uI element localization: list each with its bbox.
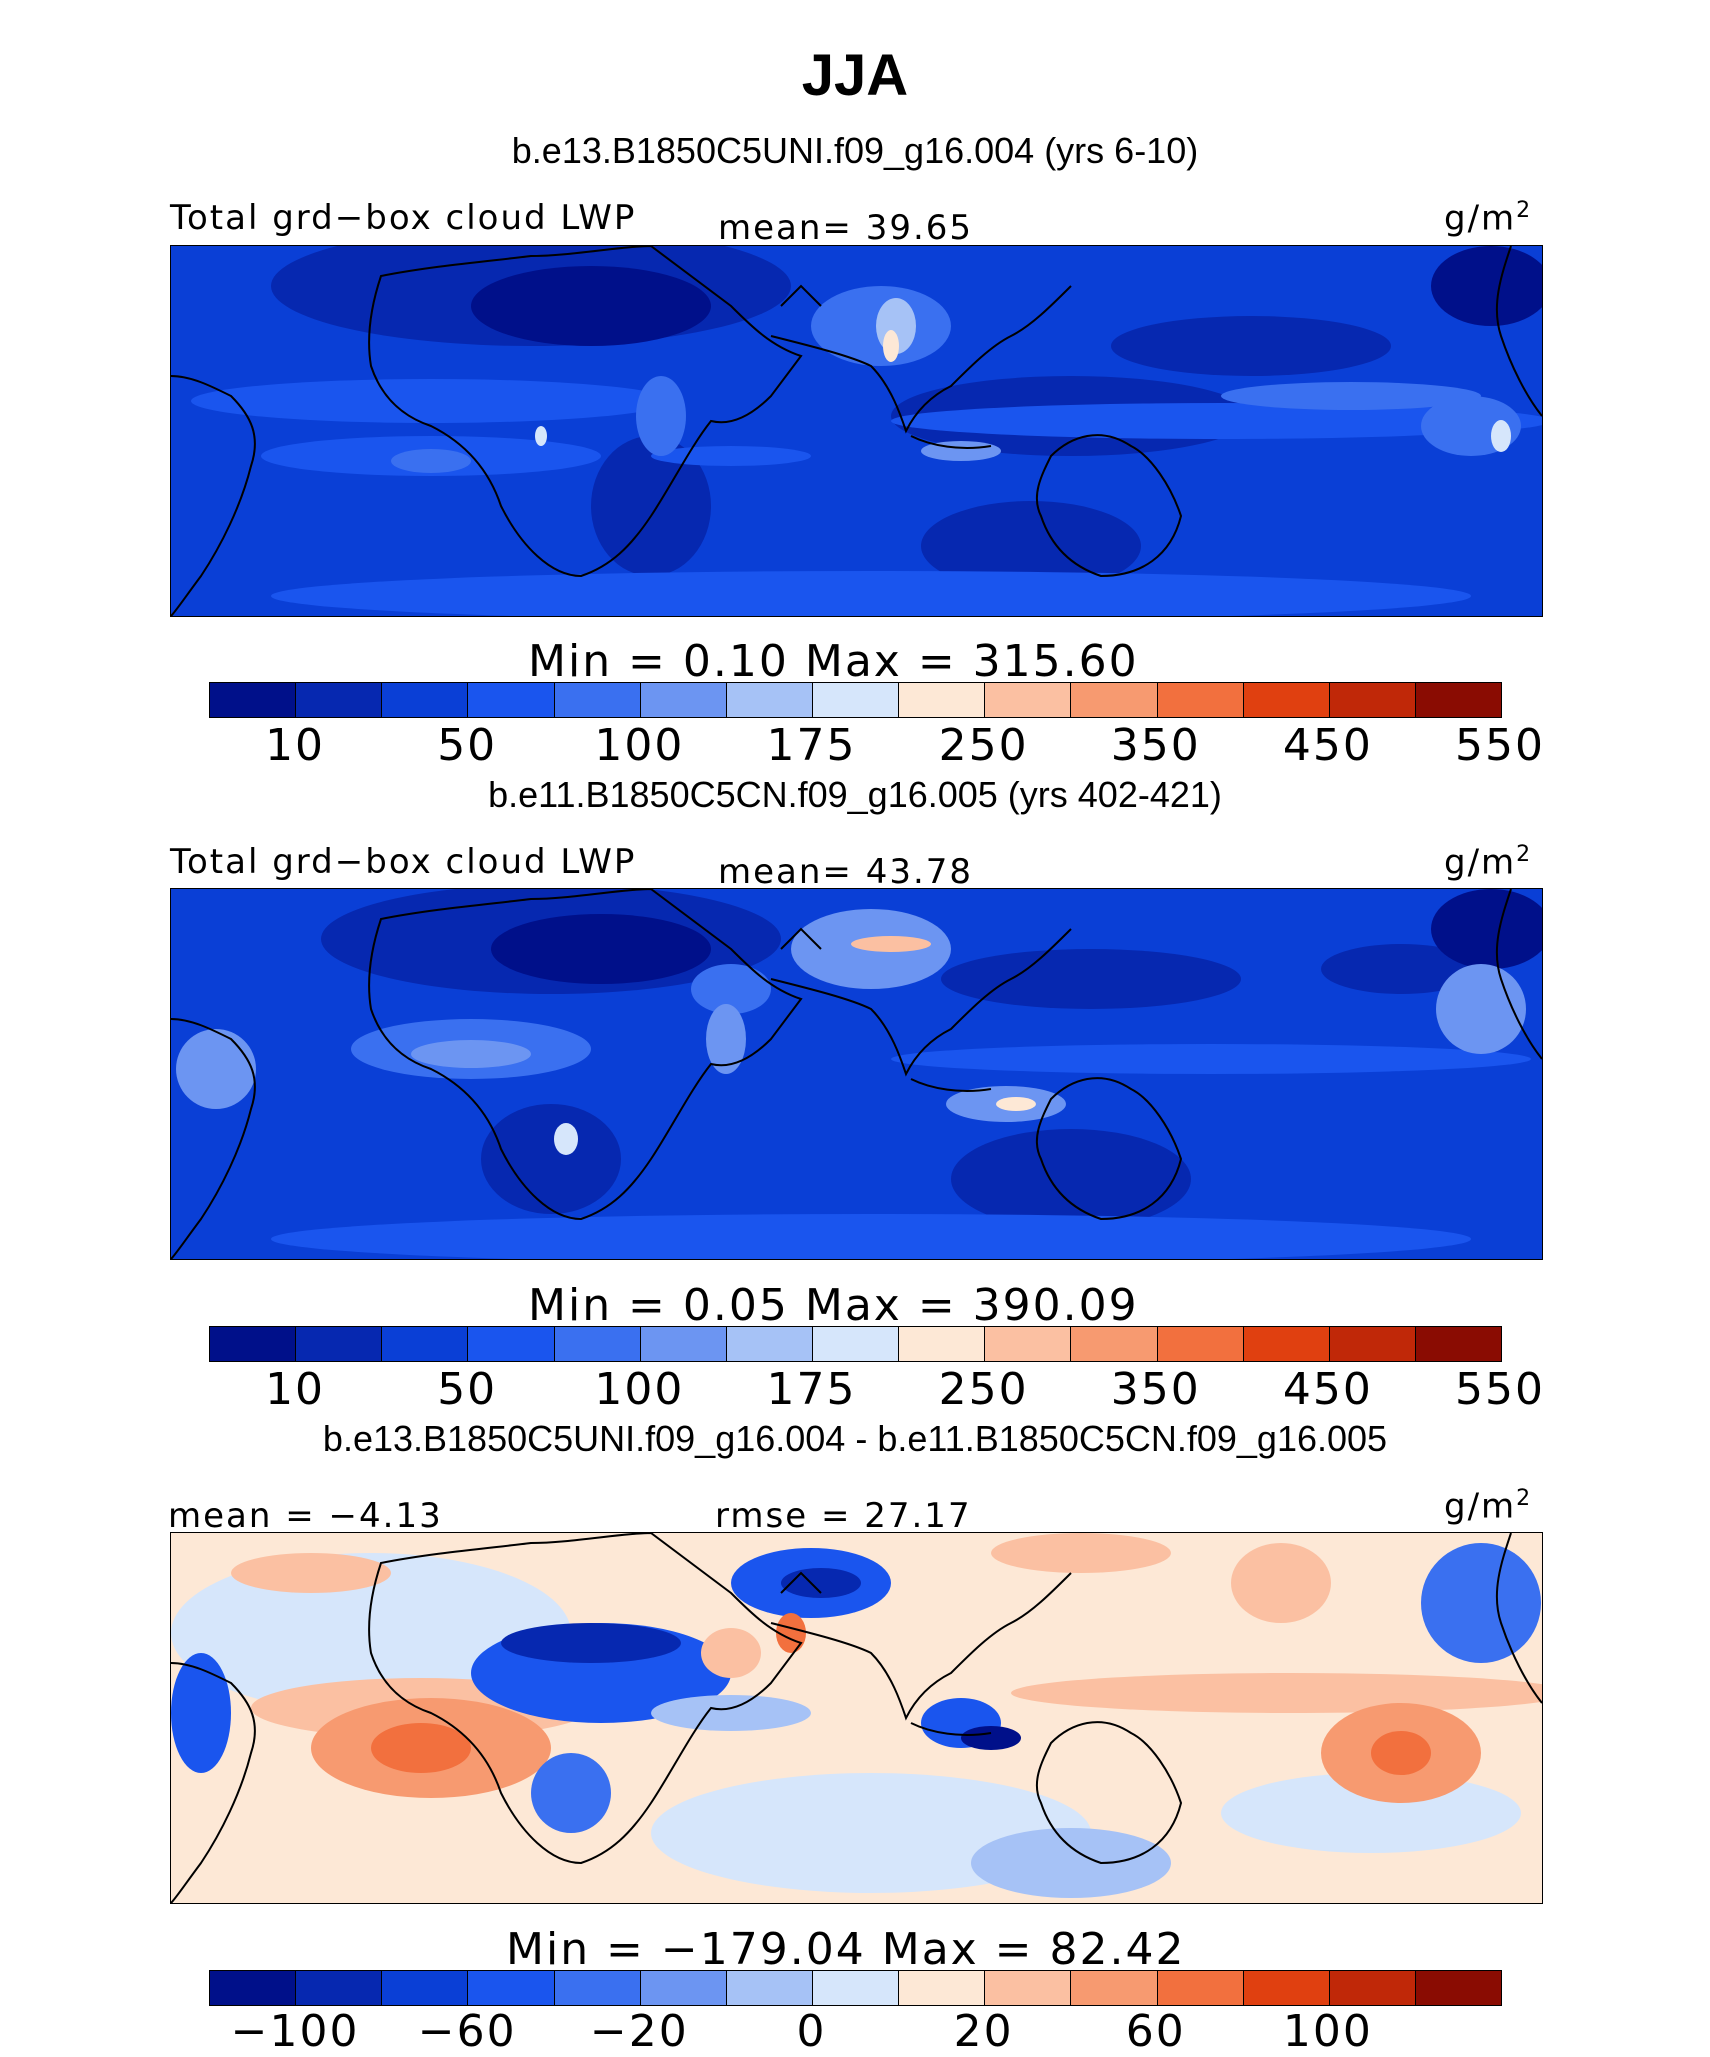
colorbar-tick-label: 10 [265, 720, 326, 771]
colorbar-swatch [985, 1327, 1072, 1361]
panel-3-minmax: Min = −179.04 Max = 82.42 [506, 1924, 1186, 1975]
colorbar-swatch [899, 1327, 986, 1361]
colorbar-tick-label: 100 [594, 1364, 685, 1415]
panel-1-header: b.e13.B1850C5UNI.f09_g16.004 (yrs 6-10) [511, 130, 1199, 171]
colorbar-tick-label: 550 [1455, 720, 1545, 771]
panel-2-colorbar-ticks: 10 50 100 175 250 350 450 550 [0, 1364, 1710, 1424]
colorbar-swatch [554, 1327, 641, 1361]
colorbar-tick-label: 0 [796, 2006, 827, 2057]
colorbar-swatch [210, 1971, 297, 2005]
colorbar-tick-label: 10 [265, 1364, 326, 1415]
colorbar-swatch [1329, 683, 1416, 717]
colorbar-swatch [640, 683, 727, 717]
colorbar-swatch [382, 683, 469, 717]
colorbar-swatch [468, 1971, 555, 2005]
colorbar-tick-label: 20 [953, 2006, 1014, 2057]
colorbar-tick-label: 550 [1455, 1364, 1545, 1415]
colorbar-tick-label: 350 [1110, 1364, 1201, 1415]
panel-2-map-svg [171, 889, 1542, 1259]
colorbar-swatch [1157, 683, 1244, 717]
panel-3-map-svg [171, 1533, 1542, 1903]
colorbar-swatch [812, 1327, 900, 1361]
colorbar-swatch [1243, 1971, 1330, 2005]
colorbar-swatch [1329, 1327, 1416, 1361]
colorbar-swatch [468, 1327, 555, 1361]
colorbar-swatch [1157, 1327, 1244, 1361]
figure-title: JJA [801, 43, 909, 108]
panel-1-map [170, 245, 1543, 617]
colorbar-swatch [640, 1327, 727, 1361]
colorbar-swatch [1415, 1971, 1502, 2005]
colorbar-swatch [640, 1971, 727, 2005]
panel-3-colorbar-ticks: −100 −60 −20 0 20 60 100 [0, 2006, 1710, 2057]
panel-3-map [170, 1532, 1543, 1904]
panel-1-map-svg [171, 246, 1542, 616]
colorbar-swatch [382, 1327, 469, 1361]
colorbar-swatch [726, 683, 813, 717]
panel-2-colorbar [209, 1326, 1502, 1362]
colorbar-tick-label: 100 [594, 720, 685, 771]
colorbar-swatch [210, 683, 297, 717]
colorbar-swatch [1071, 683, 1158, 717]
colorbar-tick-label: 250 [938, 720, 1029, 771]
colorbar-swatch [985, 683, 1072, 717]
colorbar-tick-label: 450 [1282, 1364, 1373, 1415]
colorbar-tick-label: 450 [1282, 720, 1373, 771]
colorbar-tick-label: −100 [230, 2006, 360, 2057]
panel-1-colorbar-ticks: 10 50 100 175 250 350 450 550 [0, 720, 1710, 780]
panel-3-header: b.e13.B1850C5UNI.f09_g16.004 - b.e11.B18… [322, 1418, 1388, 1459]
colorbar-swatch [1243, 683, 1330, 717]
panel-2-minmax: Min = 0.05 Max = 390.09 [528, 1280, 1139, 1331]
colorbar-swatch [1157, 1971, 1244, 2005]
colorbar-swatch [1071, 1327, 1158, 1361]
colorbar-swatch [1329, 1971, 1416, 2005]
panel-1-minmax: Min = 0.10 Max = 315.60 [528, 636, 1139, 687]
colorbar-swatch [899, 683, 986, 717]
panel-1-units: g/m2 [1444, 198, 1533, 239]
colorbar-swatch [296, 1971, 383, 2005]
colorbar-swatch [985, 1971, 1072, 2005]
panel-3-mean-label: mean = −4.13 [168, 1496, 443, 1536]
colorbar-swatch [726, 1327, 813, 1361]
panel-1-variable-label: Total grd−box cloud LWP [170, 198, 637, 238]
colorbar-tick-label: −60 [417, 2006, 517, 2057]
panel-2-map [170, 888, 1543, 1260]
colorbar-tick-label: −20 [589, 2006, 689, 2057]
panel-3-rmse-label: rmse = 27.17 [715, 1496, 972, 1536]
panel-2-mean-label: mean= 43.78 [718, 852, 974, 892]
colorbar-swatch [554, 1971, 641, 2005]
colorbar-swatch [1243, 1327, 1330, 1361]
colorbar-tick-label: 50 [437, 1364, 498, 1415]
colorbar-swatch [210, 1327, 297, 1361]
colorbar-tick-label: 175 [766, 1364, 857, 1415]
colorbar-tick-label: 50 [437, 720, 498, 771]
panel-1-colorbar [209, 682, 1502, 718]
colorbar-swatch [1415, 683, 1502, 717]
colorbar-swatch [1071, 1971, 1158, 2005]
panel-3-units: g/m2 [1444, 1486, 1533, 1527]
panel-1-mean-label: mean= 39.65 [718, 208, 974, 248]
colorbar-swatch [382, 1971, 469, 2005]
colorbar-tick-label: 60 [1125, 2006, 1186, 2057]
panel-2-variable-label: Total grd−box cloud LWP [170, 842, 637, 882]
colorbar-swatch [554, 683, 641, 717]
panel-2-units: g/m2 [1444, 842, 1533, 883]
colorbar-swatch [1415, 1327, 1502, 1361]
colorbar-swatch [296, 1327, 383, 1361]
colorbar-swatch [812, 1971, 900, 2005]
colorbar-swatch [296, 683, 383, 717]
panel-2-header: b.e11.B1850C5CN.f09_g16.005 (yrs 402-421… [488, 774, 1222, 815]
colorbar-swatch [899, 1971, 986, 2005]
colorbar-swatch [812, 683, 900, 717]
colorbar-swatch [726, 1971, 813, 2005]
colorbar-tick-label: 175 [766, 720, 857, 771]
colorbar-tick-label: 350 [1110, 720, 1201, 771]
colorbar-tick-label: 250 [938, 1364, 1029, 1415]
panel-3-colorbar [209, 1970, 1502, 2006]
colorbar-tick-label: 100 [1282, 2006, 1373, 2057]
colorbar-swatch [468, 683, 555, 717]
